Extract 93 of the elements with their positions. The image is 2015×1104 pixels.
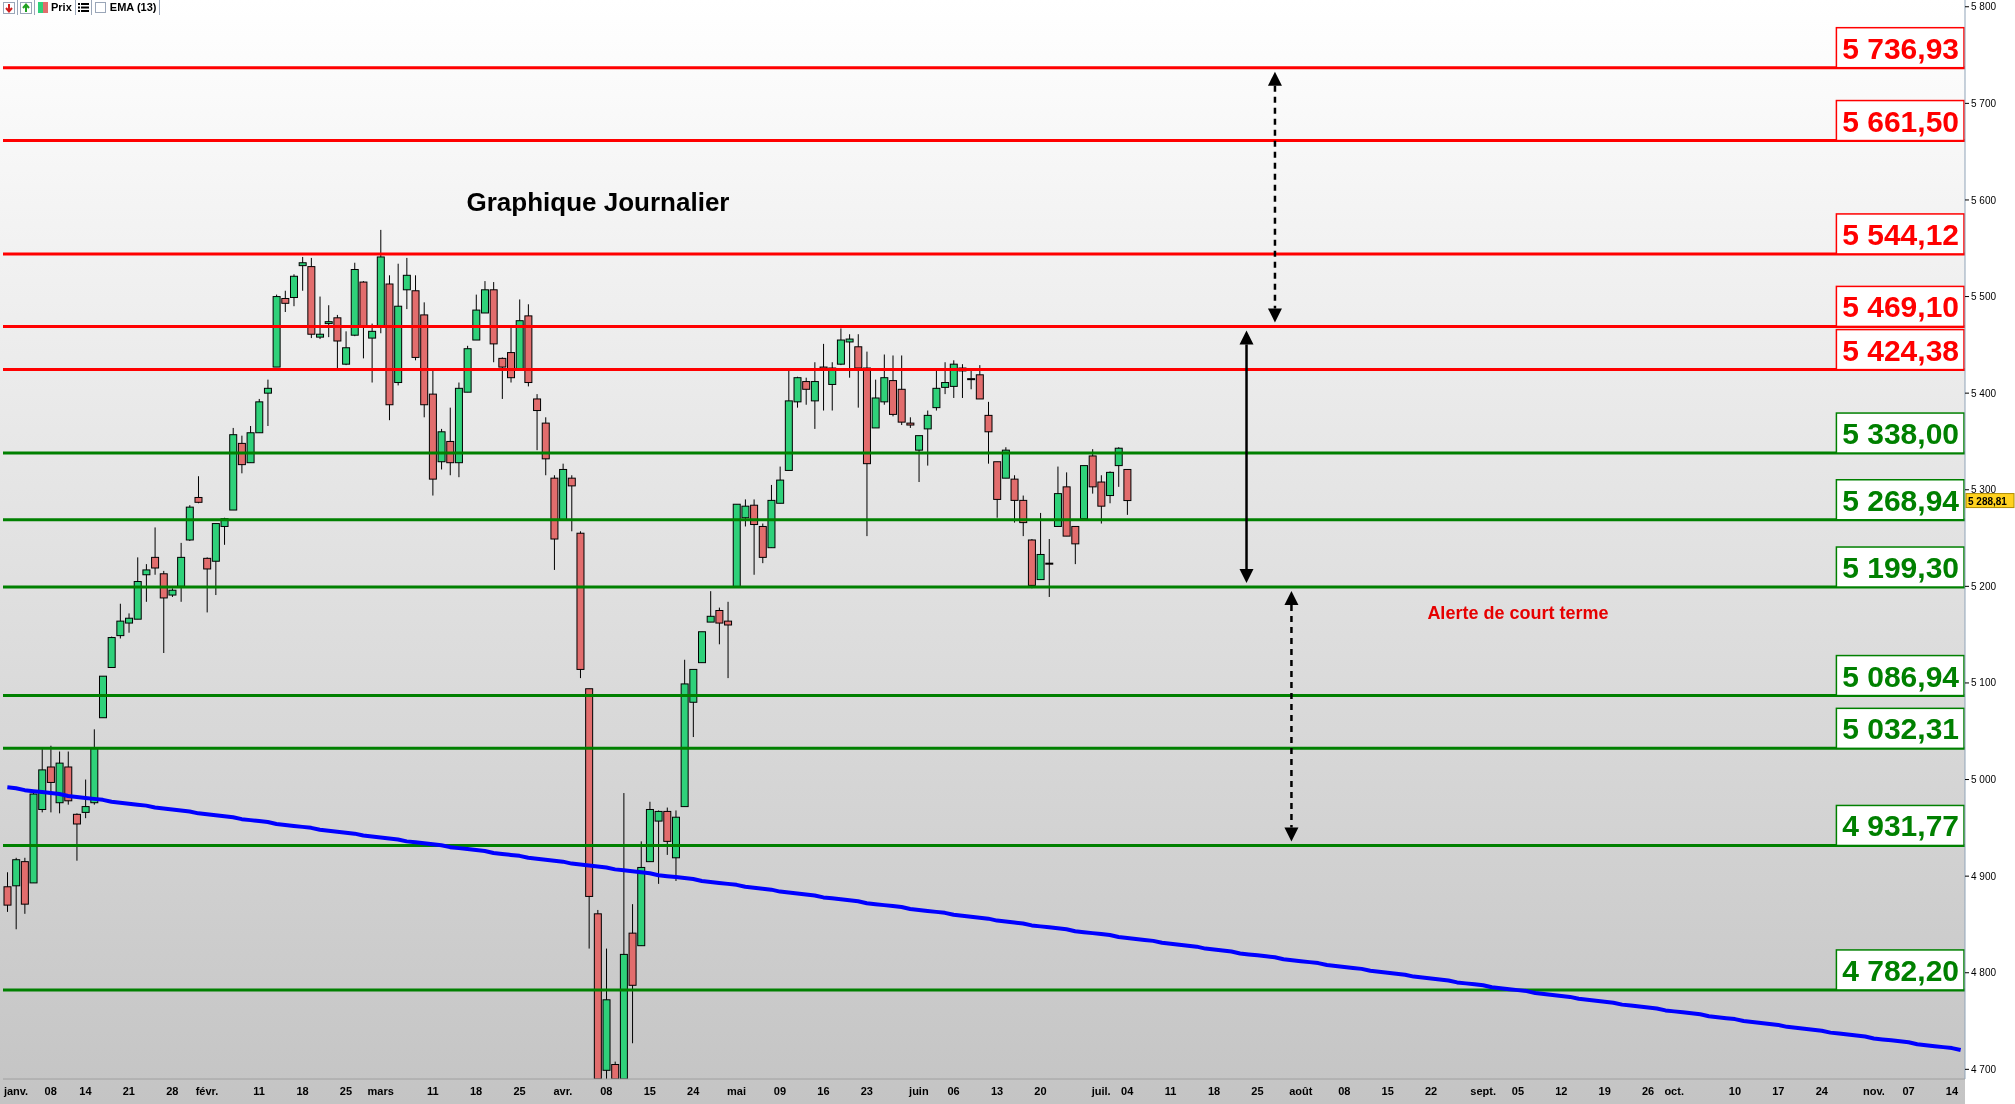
x-tick-label: 17: [1772, 1084, 1785, 1097]
x-tick-label: avr.: [553, 1084, 573, 1097]
x-tick-label: 06: [947, 1084, 960, 1097]
y-tick-label: 5 200: [1971, 580, 1997, 592]
candlestick: [289, 273, 298, 307]
y-tick-label: 5 300: [1971, 484, 1997, 496]
x-tick-label: 21: [122, 1084, 136, 1097]
candlestick: [923, 410, 932, 467]
x-tick-label: 23: [860, 1084, 873, 1097]
x-tick-label: 18: [296, 1084, 309, 1097]
x-tick-label: 19: [1598, 1084, 1611, 1097]
y-tick-label: 5 000: [1971, 774, 1997, 786]
candlestick: [984, 401, 993, 465]
candlestick: [72, 812, 81, 862]
x-tick-label: 20: [1034, 1084, 1047, 1097]
text: Graphique Journalier: [466, 186, 730, 218]
x-tick-label: 13: [990, 1084, 1004, 1097]
y-tick-label: 5 100: [1971, 677, 1997, 689]
x-tick-label: 05: [1511, 1084, 1525, 1097]
x-tick-label: 11: [253, 1084, 265, 1097]
candlestick: [3, 871, 12, 913]
ref-line-label: 5 736,93: [1842, 31, 1959, 65]
y-tick-label: 5 400: [1971, 387, 1997, 399]
candlestick: [298, 256, 307, 292]
x-tick-label: 08: [1338, 1084, 1351, 1097]
y-tick-label: 4 800: [1971, 967, 1997, 979]
candlestick: [194, 475, 203, 504]
x-tick-label: 12: [1555, 1084, 1568, 1097]
y-tick-label: 5 600: [1971, 194, 1997, 206]
x-tick-label: 28: [166, 1084, 179, 1097]
y-tick-label: 5 800: [1971, 1, 1997, 13]
x-tick-label: 09: [773, 1084, 787, 1097]
text: Prix: [51, 0, 72, 15]
ref-line-label: 4 782,20: [1842, 953, 1959, 987]
candlestick: [263, 379, 272, 427]
y-tick-label: 4 700: [1971, 1063, 1997, 1075]
y-tick-label: 5 500: [1971, 291, 1997, 303]
candlestick: [368, 323, 377, 384]
ref-line-label: 5 086,94: [1842, 659, 1960, 693]
candlestick: [402, 257, 411, 310]
x-tick-label: mars: [367, 1084, 394, 1097]
x-tick-label: juil.: [1090, 1084, 1111, 1097]
x-tick-label: nov.: [1862, 1084, 1885, 1097]
x-tick-label: 15: [1381, 1084, 1394, 1097]
x-tick-label: août: [1289, 1084, 1313, 1097]
x-tick-label: 14: [1945, 1084, 1959, 1097]
x-tick-label: 15: [643, 1084, 656, 1097]
x-tick-label: 07: [1902, 1084, 1915, 1097]
ref-line-label: 4 931,77: [1842, 809, 1959, 843]
candlestick: [915, 435, 924, 483]
x-tick-label: janv.: [2, 1084, 29, 1097]
x-tick-label: 22: [1424, 1084, 1438, 1097]
ref-line-label: 5 199,30: [1842, 551, 1959, 585]
x-tick-label: févr.: [195, 1084, 219, 1097]
x-tick-label: mai: [727, 1084, 747, 1097]
x-tick-label: 10: [1728, 1084, 1742, 1097]
x-tick-label: 26: [1642, 1084, 1655, 1097]
candlestick: [533, 393, 542, 451]
ref-line-label: 5 268,94: [1842, 483, 1960, 517]
x-tick-label: 18: [1207, 1084, 1221, 1097]
x-tick-label: oct.: [1664, 1084, 1684, 1097]
ref-line-label: 5 661,50: [1842, 104, 1959, 138]
x-tick-label: 11: [426, 1084, 439, 1097]
ref-line-label: 5 424,38: [1842, 333, 1959, 367]
x-tick-label: 24: [1815, 1084, 1829, 1097]
x-tick-label: 04: [1121, 1084, 1135, 1097]
line-series: [5, 785, 1963, 1053]
annotation: EMA (13): [109, 0, 157, 15]
x-tick-label: juin: [908, 1084, 929, 1097]
text: 5 288,81: [1968, 495, 2008, 507]
x-tick-label: 16: [817, 1084, 830, 1097]
x-tick-label: 24: [687, 1084, 701, 1097]
ref-line-label: 5 032,31: [1842, 712, 1959, 746]
x-tick-label: 25: [1251, 1084, 1264, 1097]
x-tick-label: 18: [470, 1084, 483, 1097]
candlestick: [81, 779, 90, 819]
x-tick-label: 25: [339, 1084, 353, 1097]
y-tick-label: 4 900: [1971, 870, 1997, 882]
candlestick: [342, 330, 351, 366]
candlestick: [142, 563, 151, 603]
x-tick-label: 08: [44, 1084, 57, 1097]
ref-line-label: 5 544,12: [1842, 217, 1959, 251]
y-tick-label: 5 700: [1971, 97, 1997, 109]
annotation: Alerte de court terme: [1427, 603, 1609, 624]
x-tick-label: 14: [79, 1084, 93, 1097]
x-tick-label: 11: [1164, 1084, 1177, 1097]
ref-line-label: 5 469,10: [1842, 290, 1959, 324]
x-tick-label: 08: [600, 1084, 613, 1097]
candlestick: [932, 370, 941, 412]
x-tick-label: 25: [513, 1084, 526, 1097]
candlestick: [151, 526, 160, 576]
ref-line-label: 5 338,00: [1842, 417, 1959, 451]
x-tick-label: sept.: [1470, 1084, 1497, 1097]
